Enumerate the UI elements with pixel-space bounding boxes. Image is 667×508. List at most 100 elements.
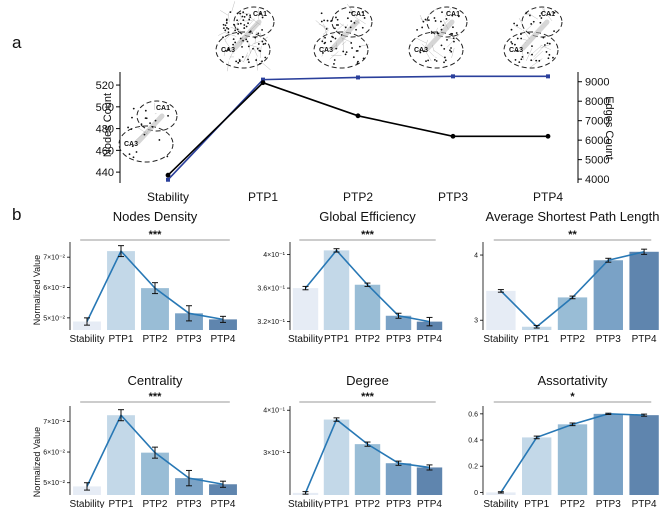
left-tick-label: 520	[96, 80, 114, 92]
network-edge	[449, 51, 451, 54]
network-edge	[246, 48, 253, 61]
nodes-count-point	[451, 74, 455, 79]
network-node	[363, 17, 366, 19]
network-node	[362, 57, 365, 60]
network-edge	[224, 29, 236, 41]
network-node	[254, 36, 257, 39]
bar-chart-5: Degree *** 3×10⁻¹ 4×10⁻¹ Stability PTP1 PTP2 PT…	[263, 373, 442, 508]
ca1-label: CA1	[156, 105, 170, 112]
network-node	[452, 37, 455, 40]
network-node	[158, 139, 161, 141]
nodes-count-point	[166, 177, 170, 182]
network-node	[242, 19, 245, 22]
bar-ptp2	[557, 424, 588, 495]
network-node	[516, 50, 519, 52]
network-node	[535, 59, 538, 62]
network-node	[444, 56, 446, 59]
significance-stars: ***	[361, 229, 375, 241]
network-edge	[228, 13, 230, 22]
network-edge	[229, 48, 235, 60]
network-node	[552, 56, 554, 59]
network-node	[127, 126, 129, 129]
network-node	[419, 49, 422, 51]
network-edge	[253, 46, 258, 57]
bar-chart-2: Global Efficiency *** 3.2×10⁻¹ 3.6×10⁻¹ 4×10…	[257, 209, 442, 345]
network-node	[543, 44, 546, 46]
network-node	[321, 40, 324, 43]
edges-count-point	[165, 172, 171, 178]
left-tick-label: 480	[96, 124, 114, 136]
ca3-region-outline	[118, 125, 174, 163]
x-tick-label: PTP1	[324, 334, 349, 345]
network-node	[227, 47, 230, 50]
bar-ptp3	[593, 260, 623, 330]
network-edge	[540, 44, 552, 49]
network-node	[261, 29, 263, 31]
network-node	[257, 32, 260, 35]
network-node	[323, 19, 326, 22]
network-node	[342, 50, 345, 53]
network-node	[243, 27, 246, 29]
network-edge	[525, 48, 533, 62]
network-node	[238, 59, 241, 61]
network-node	[545, 51, 548, 53]
x-tick-label: PTP3	[596, 334, 621, 345]
network-node	[449, 49, 451, 52]
network-node	[356, 62, 359, 65]
network-edge	[341, 37, 352, 43]
hippocampus-network-3: CA1 CA3	[408, 6, 468, 69]
network-node	[256, 47, 259, 50]
y-tick-label: 0.6	[468, 411, 478, 418]
network-node	[540, 12, 543, 15]
x-tick-label: Stability	[483, 499, 518, 508]
fiber-band	[425, 19, 455, 51]
network-node	[350, 42, 353, 44]
network-node	[239, 12, 242, 15]
edges-count-point	[355, 113, 361, 119]
network-node	[424, 18, 427, 21]
network-node	[233, 23, 235, 26]
network-edge	[542, 8, 553, 22]
network-node	[242, 11, 245, 14]
x-tick-label: Stability	[147, 190, 189, 204]
network-node	[538, 59, 541, 62]
network-node	[446, 38, 448, 41]
network-node	[241, 56, 244, 58]
bar-ptp3	[175, 313, 203, 330]
network-edge	[322, 36, 325, 39]
network-node	[352, 56, 355, 59]
network-node	[348, 11, 351, 14]
network-node	[344, 53, 347, 56]
x-tick-label: PTP2	[355, 499, 380, 508]
network-node	[510, 28, 513, 31]
significance-stars: ***	[149, 229, 163, 241]
right-tick-label: 8000	[585, 96, 609, 108]
network-edge	[421, 43, 435, 57]
y-tick-label: 4×10⁻¹	[263, 252, 285, 259]
network-node	[247, 61, 250, 64]
network-node	[511, 42, 514, 45]
bar-chart-4: Centrality *** 5×10⁻² 6×10⁻² 7×10⁻² Stability…	[43, 373, 237, 508]
network-edge	[346, 3, 357, 17]
network-node	[445, 18, 448, 20]
network-node	[529, 14, 531, 17]
network-node	[323, 42, 326, 45]
y-tick-label: 0.4	[468, 438, 478, 445]
ca3-region-outline	[503, 31, 559, 69]
ca3-label: CA3	[221, 47, 235, 54]
network-node	[239, 22, 242, 25]
bar-ptp1	[107, 415, 135, 495]
network-node	[225, 18, 228, 21]
network-edge	[248, 44, 261, 49]
network-edge	[225, 41, 235, 54]
x-tick-label: PTP1	[108, 334, 133, 345]
network-node	[235, 60, 238, 63]
network-node	[336, 18, 339, 21]
network-node	[224, 24, 227, 27]
network-edge	[354, 20, 361, 24]
network-node	[259, 50, 262, 52]
x-tick-label: PTP4	[632, 334, 657, 345]
chart-title: Global Efficiency	[319, 209, 416, 224]
network-node	[237, 61, 240, 64]
network-node	[436, 32, 439, 35]
